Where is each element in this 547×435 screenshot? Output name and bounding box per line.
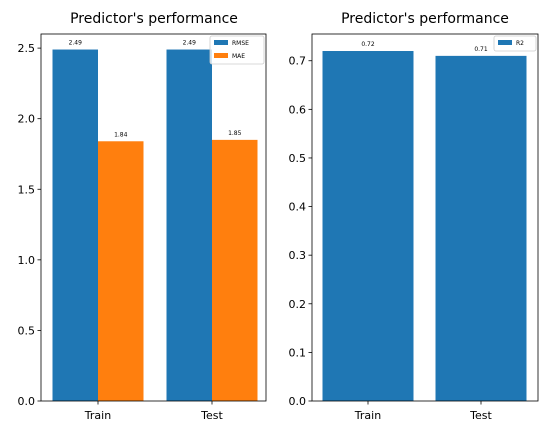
data-label: 2.49 [183, 40, 197, 47]
legend-swatch [214, 53, 228, 58]
y-tick-label: 1.5 [18, 183, 36, 196]
data-label: 2.49 [69, 40, 83, 47]
bar-rmse-test [166, 49, 212, 401]
y-tick-label: 0.4 [289, 201, 307, 214]
bars [52, 49, 258, 401]
data-labels: 0.72 0.71 [361, 41, 488, 53]
legend-box [493, 35, 537, 52]
legend: RMSE MAE [209, 35, 265, 65]
legend-swatch [498, 40, 512, 45]
y-tick-label: 0.1 [289, 346, 307, 359]
axes: 0.0 0.5 1.0 1.5 2.0 2.5 Train Test [18, 33, 267, 422]
bar-mae-train [98, 141, 144, 401]
chart-title: Predictor's performance [70, 11, 238, 27]
plot-frame [311, 33, 539, 402]
bar-r2-test [435, 55, 527, 402]
bar-r2-train [322, 51, 414, 401]
chart-title: Predictor's performance [341, 11, 509, 27]
x-tick-label: Test [469, 409, 492, 422]
y-tick-label: 2.5 [18, 42, 36, 55]
legend-swatch [214, 40, 228, 45]
y-tick-label: 2.0 [18, 113, 36, 126]
x-tick-label: Test [200, 409, 223, 422]
y-tick-label: 0.3 [289, 249, 307, 262]
legend-label: RMSE [232, 40, 249, 47]
y-tick-label: 0.2 [289, 298, 307, 311]
bar-rmse-train [52, 49, 98, 401]
y-tick-label: 0.7 [289, 55, 307, 68]
y-tick-label: 0.5 [18, 324, 36, 337]
legend-label: MAE [232, 53, 245, 60]
y-tick-label: 0.0 [289, 395, 307, 408]
x-tick-label: Train [354, 409, 381, 422]
y-tick-label: 0.5 [289, 152, 307, 165]
data-labels: 2.49 2.49 1.84 1.85 [69, 40, 242, 139]
x-tick-label: Train [84, 409, 111, 422]
legend: R2 [493, 35, 537, 52]
y-tick-label: 0.6 [289, 103, 307, 116]
axes: 0.0 0.1 0.2 0.3 0.4 0.5 0.6 0.7 Train Test [289, 33, 539, 422]
data-label: 0.72 [361, 41, 375, 48]
chart-rmse-mae: Predictor's performance 2.49 2.49 1.84 1.85… [18, 11, 267, 422]
bars [322, 51, 527, 402]
plot-frame [40, 33, 267, 402]
data-label: 1.85 [228, 130, 242, 137]
legend-label: R2 [516, 40, 524, 47]
chart-r2: Predictor's performance 0.720.71 0.00.10… [289, 11, 539, 422]
data-label: 0.71 [474, 46, 488, 53]
y-tick-label: 1.0 [18, 254, 36, 267]
data-label: 1.84 [114, 131, 128, 138]
y-tick-label: 0.0 [18, 395, 36, 408]
bar-mae-test [212, 139, 258, 401]
